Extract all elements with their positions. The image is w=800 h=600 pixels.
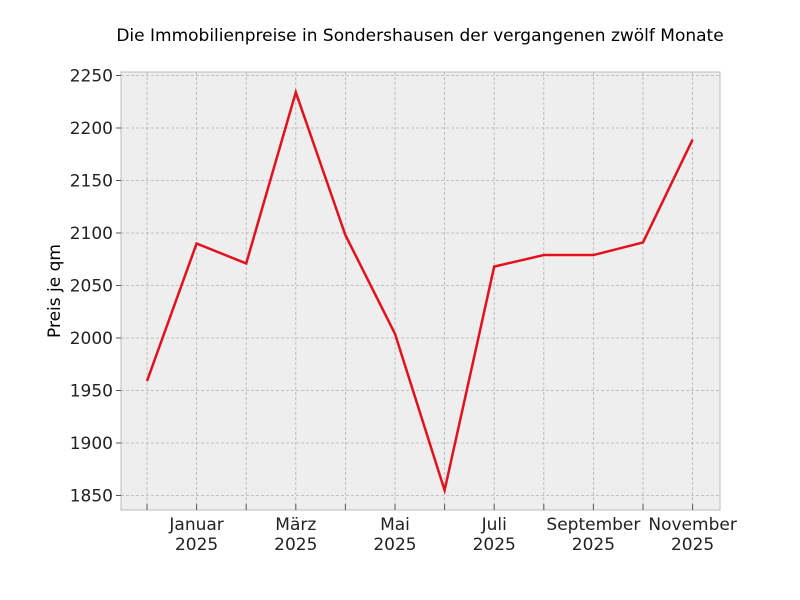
y-tick-label: 1850 [70,487,113,507]
x-tick-label-month: Mai [380,515,410,535]
y-tick-label: 2000 [70,329,113,349]
y-tick-label: 1950 [70,382,113,402]
grid-lines [121,72,720,510]
x-tick-label-month: Juli [481,515,507,535]
y-tick-label: 2050 [70,277,113,297]
x-tick-label-month: September [546,515,640,535]
chart-title: Die Immobilienpreise in Sondershausen de… [116,26,724,46]
x-axis-ticks: Januar2025März2025Mai2025Juli2025Septemb… [146,504,737,555]
x-tick-label-year: 2025 [473,535,516,555]
y-tick-label: 2250 [70,67,113,87]
y-tick-label: 2200 [70,119,113,139]
x-tick-label-month: November [648,515,736,535]
x-tick-label-month: Januar [168,515,223,535]
x-tick-label-year: 2025 [274,535,317,555]
x-tick-label-year: 2025 [373,535,416,555]
y-tick-label: 1900 [70,434,113,454]
x-tick-label-month: März [275,515,316,535]
plot-area [120,71,721,511]
y-tick-label: 2150 [70,172,113,192]
x-tick-label-year: 2025 [671,535,714,555]
price-line [145,88,694,496]
y-axis-label: Preis je qm [45,244,65,338]
x-tick-label-year: 2025 [175,535,218,555]
y-tick-label: 2100 [70,224,113,244]
x-tick-label-year: 2025 [572,535,615,555]
y-axis-ticks: 1850 1900 1950 2000 2050 2100 2150 2200 2250 [70,67,121,507]
